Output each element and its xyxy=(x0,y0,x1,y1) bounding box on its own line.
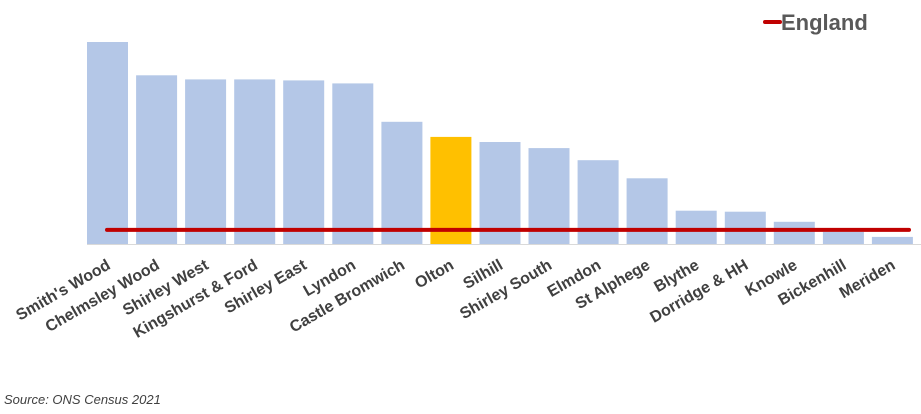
bar-smith-s-wood xyxy=(87,42,128,244)
bar-bickenhill xyxy=(822,231,864,244)
bar-shirley-east xyxy=(283,80,325,245)
bar-st-alphege xyxy=(626,178,668,244)
legend: England xyxy=(763,10,868,35)
bar-blythe xyxy=(675,210,717,244)
bar-kingshurst-ford xyxy=(234,79,276,245)
bar-knowle xyxy=(773,221,815,244)
bar-lyndon xyxy=(332,83,374,245)
bars-group xyxy=(87,42,913,245)
legend-label-england: England xyxy=(781,10,868,35)
x-tick-label: Olton xyxy=(412,257,457,293)
bar-shirley-west xyxy=(185,79,227,245)
bar-silhill xyxy=(479,142,521,244)
bar-dorridge-hh xyxy=(724,211,766,244)
x-tick-label: Meriden xyxy=(837,257,899,302)
bar-olton xyxy=(430,136,472,244)
source-note: Source: ONS Census 2021 xyxy=(4,392,161,407)
bar-chelmsley-wood xyxy=(136,75,178,244)
bar-meriden xyxy=(871,236,913,244)
bar-castle-bromwich xyxy=(381,121,423,244)
